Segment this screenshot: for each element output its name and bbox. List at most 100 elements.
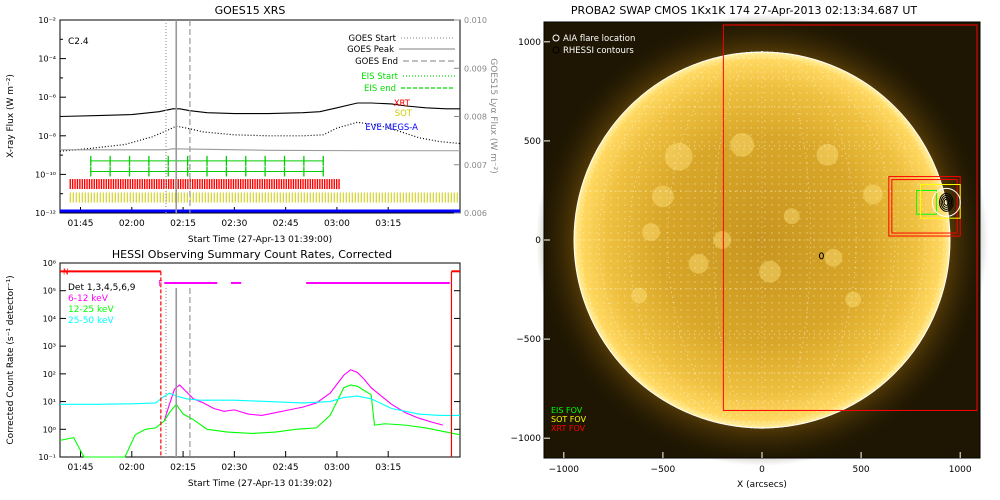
goes-x-tick-label: 01:45	[68, 219, 94, 229]
hessi-y-tick-label: 10⁻¹	[38, 453, 56, 462]
swap-legend-aia: AIA flare location	[563, 34, 635, 44]
swap-legend-rhessi: RHESSI contours	[563, 46, 634, 56]
hessi-y-tick-label: 10³	[43, 342, 56, 351]
goes-y-tick-label: 10⁻⁶	[38, 93, 56, 102]
goes-series-2	[60, 148, 460, 152]
longitude-line	[761, 51, 857, 429]
goes-legend-label: XRT	[394, 99, 411, 109]
swap-legend-sot-fov: SOT FOV	[551, 415, 587, 424]
rhessi-contour	[940, 194, 953, 210]
hessi-y-axis: 10⁶ 10⁵ 10⁴ 10³ 10² 10¹ 10⁰ 10⁻¹	[38, 259, 460, 462]
swap-x-tick-label: −1000	[549, 465, 580, 475]
longitude-line	[580, 51, 763, 429]
goes-legend-label: EIS Start	[361, 72, 398, 82]
goes-title: GOES15 XRS	[215, 4, 286, 17]
swap-x-tick-label: 500	[852, 465, 869, 475]
aia-flare-location-marker	[931, 187, 961, 217]
rhessi-contour	[942, 196, 951, 208]
rhessi-contours	[818, 187, 961, 260]
hessi-y-tick-label: 10⁴	[43, 314, 56, 323]
swap-panel: PROBA2 SWAP CMOS 1Kx1K 174 27-Apr-2013 0…	[511, 4, 988, 490]
swap-legend-top: AIA flare location RHESSI contours	[552, 34, 635, 56]
hessi-y-tick-label: 10⁰	[43, 425, 56, 434]
swap-y-tick-label: 1000	[518, 38, 541, 48]
hessi-legend-label: 25-50 keV	[68, 316, 114, 326]
swap-x-label: X (arcsecs)	[737, 480, 787, 490]
goes-legend-label: EVE MEGS-A	[365, 123, 418, 133]
swap-legend-xrt-fov: XRT FOV	[551, 424, 586, 433]
hessi-x-tick-label: 03:15	[375, 463, 401, 473]
swap-title: PROBA2 SWAP CMOS 1Kx1K 174 27-Apr-2013 0…	[571, 4, 918, 17]
swap-legend-eis-fov: EIS FOV	[551, 406, 583, 415]
goes-series	[59, 102, 461, 152]
hessi-y-tick-label: 10¹	[43, 398, 56, 407]
goes-x-tick-label: 02:45	[273, 219, 299, 229]
goes-y-tick-label: 10⁻⁸	[38, 132, 56, 141]
sun-texture	[574, 52, 950, 428]
goes-y-tick-label: 10⁻¹²	[35, 209, 56, 218]
hessi-x-label: Start Time (27-Apr-13 01:39:02)	[188, 479, 332, 489]
goes-legend-label: SOT	[395, 109, 413, 119]
hessi-x-tick-label: 02:00	[119, 463, 145, 473]
hessi-y-tick-label: 10⁶	[43, 259, 56, 268]
goes-x-tick-label: 03:15	[375, 219, 401, 229]
hessi-panel: HESSI Observing Summary Count Rates, Cor…	[6, 248, 461, 489]
goes-y-right-tick-label: 0.009	[464, 64, 487, 73]
goes-y-axis: 10⁻² 10⁻⁴ 10⁻⁶ 10⁻⁸ 10⁻¹⁰ 10⁻¹²	[35, 16, 66, 218]
swap-x-tick-label: 0	[759, 465, 765, 475]
swap-x-tick-label: −500	[651, 465, 676, 475]
goes-y-tick-label: 10⁻⁴	[38, 55, 56, 64]
hessi-event-lines	[160, 271, 453, 457]
fov-box-2	[916, 189, 937, 215]
hessi-title: HESSI Observing Summary Count Rates, Cor…	[112, 248, 392, 261]
goes-x-tick-label: 02:15	[170, 219, 196, 229]
goes-legend-label: GOES Start	[348, 34, 396, 44]
rhessi-contour	[939, 192, 954, 212]
goes-x-tick-label: 03:00	[324, 219, 350, 229]
hessi-legend-label: 12-25 keV	[68, 305, 114, 315]
goes-observation-bars	[60, 155, 460, 213]
goes-x-tick-label: 02:00	[119, 219, 145, 229]
goes-event-lines	[165, 20, 191, 213]
hessi-series-2	[60, 392, 460, 416]
rhessi-contour-icon	[552, 46, 560, 54]
heliographic-grid	[573, 51, 951, 429]
rhessi-secondary-contour	[818, 252, 824, 260]
fov-box-0	[722, 24, 978, 411]
hessi-x-tick-label: 01:45	[68, 463, 94, 473]
fov-box-inner	[891, 179, 958, 234]
hessi-y-tick-label: 10²	[43, 370, 56, 379]
goes-y-tick-label: 10⁻¹⁰	[35, 170, 56, 179]
solar-limb	[573, 51, 951, 429]
goes-y-label: X-ray Flux (W m⁻²)	[6, 74, 16, 158]
swap-y-tick-label: −1000	[511, 434, 542, 444]
goes-y-right-tick-label: 0.008	[464, 113, 487, 122]
swap-x-tick-label: 1000	[949, 465, 972, 475]
rhessi-contour	[943, 198, 950, 206]
goes-y-tick-label: 10⁻²	[38, 16, 56, 25]
goes-y-label-right: GOES15 Lyα Flux (W m⁻²)	[488, 58, 498, 174]
swap-y-tick-label: 0	[535, 236, 541, 246]
goes-series-0	[59, 102, 460, 118]
hessi-x-tick-label: 03:00	[324, 463, 350, 473]
longitude-line	[667, 51, 763, 429]
longitude-line	[761, 51, 944, 429]
hessi-x-tick-label: 02:45	[273, 463, 299, 473]
aia-flare-location-icon	[552, 34, 560, 42]
goes-legend-label: EIS end	[364, 84, 396, 94]
goes-y-right-tick-label: 0.010	[464, 16, 487, 25]
hessi-y-label: Corrected Count Rate (s⁻¹ detector⁻¹)	[6, 275, 16, 444]
goes-y-right-tick-label: 0.006	[464, 209, 487, 218]
hessi-flag-label: N	[63, 267, 69, 276]
hessi-y-tick-label: 10⁵	[43, 287, 56, 296]
hessi-legend-label: 6-12 keV	[68, 294, 109, 304]
hessi-series	[59, 369, 461, 458]
goes-x-tick-label: 02:30	[221, 219, 247, 229]
swap-axes: −1000 −500 0 500 1000 1000 500 0 −500 −1000	[511, 38, 972, 475]
goes-legend-label: GOES Peak	[347, 45, 394, 55]
hessi-series-1	[59, 384, 461, 458]
